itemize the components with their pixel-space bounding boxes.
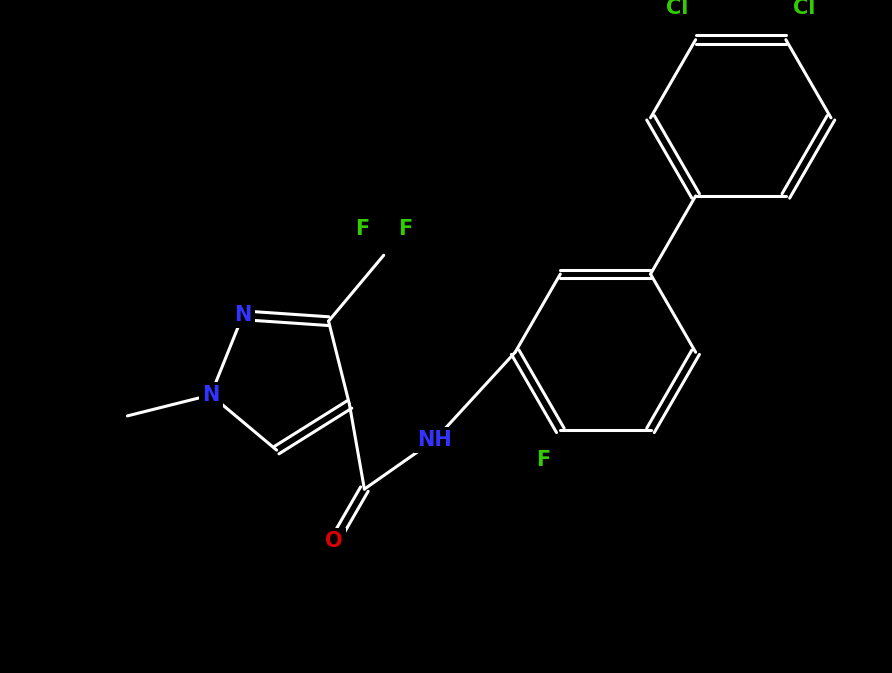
Text: F: F bbox=[536, 450, 550, 470]
Text: NH: NH bbox=[417, 430, 452, 450]
Text: Cl: Cl bbox=[793, 0, 815, 17]
Text: F: F bbox=[355, 219, 369, 239]
Text: N: N bbox=[234, 306, 252, 325]
Text: O: O bbox=[326, 531, 343, 551]
Text: Cl: Cl bbox=[666, 0, 689, 17]
Text: N: N bbox=[202, 385, 219, 405]
Text: F: F bbox=[399, 219, 413, 239]
